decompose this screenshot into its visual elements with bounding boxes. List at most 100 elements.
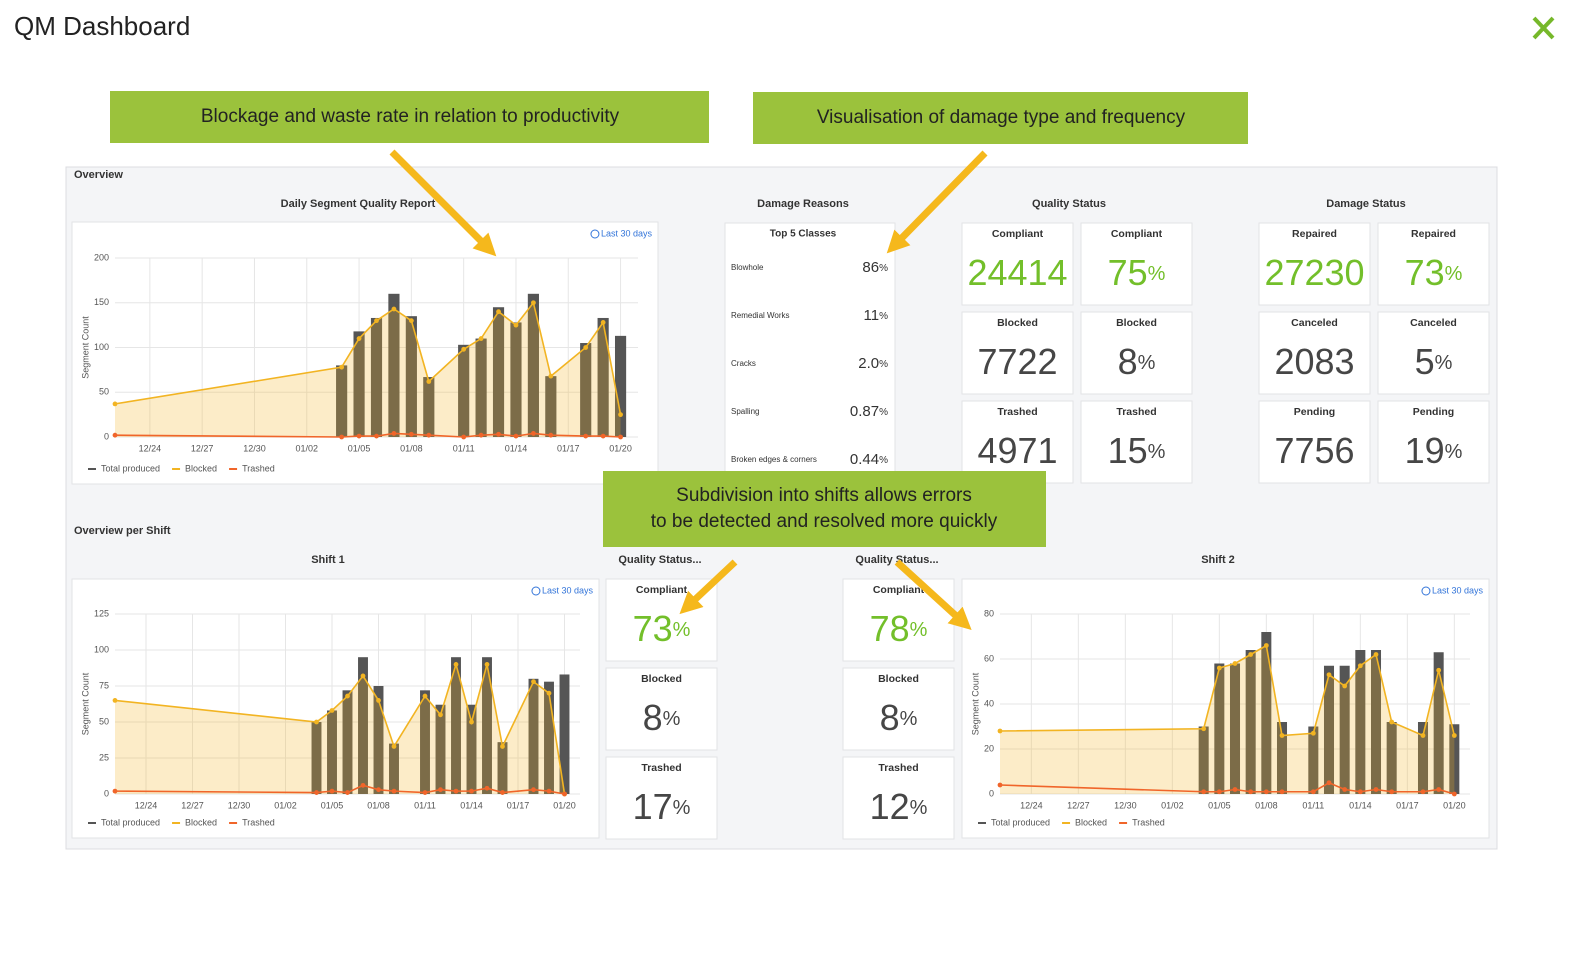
legend-label[interactable]: Trashed <box>242 463 275 473</box>
value: 73 <box>1405 252 1445 293</box>
chart-panel <box>961 578 1490 839</box>
time-range[interactable]: Last 30 days <box>1432 585 1484 595</box>
value: 8 <box>643 697 663 738</box>
x-tick-label: 01/02 <box>296 443 319 453</box>
data-point <box>356 433 362 439</box>
stat-label: Canceled <box>1291 317 1338 329</box>
data-point <box>1373 787 1379 792</box>
section-title[interactable]: Overview <box>74 169 123 181</box>
unit: % <box>1435 352 1453 374</box>
bar <box>497 742 508 794</box>
data-point <box>391 306 397 312</box>
stat-value: 75% <box>1108 252 1166 293</box>
time-range[interactable]: Last 30 days <box>601 228 653 238</box>
row-value: 86% <box>862 259 888 276</box>
value: 8 <box>1118 341 1138 382</box>
legend-label[interactable]: Blocked <box>1075 817 1107 827</box>
stat-tile <box>1080 222 1193 306</box>
callout-box <box>110 91 709 143</box>
chart-title[interactable]: Daily Segment Quality Report <box>281 198 436 210</box>
stat-value: 17% <box>633 786 691 827</box>
value: 12 <box>870 786 910 827</box>
data-point <box>1326 672 1332 678</box>
value: 0.87 <box>850 403 879 420</box>
data-point <box>314 790 319 795</box>
x-tick-label: 01/08 <box>367 800 390 810</box>
legend-label[interactable]: Total produced <box>101 463 160 473</box>
bar <box>1245 650 1256 794</box>
stat-value: 19% <box>1405 430 1463 471</box>
stat-value: 12% <box>870 786 928 827</box>
y-tick-label: 80 <box>984 608 994 618</box>
unit: % <box>673 619 691 641</box>
legend-label[interactable]: Total produced <box>101 817 160 827</box>
data-point <box>112 788 118 794</box>
data-point <box>374 318 379 324</box>
data-point <box>600 433 606 439</box>
bar <box>1198 726 1209 794</box>
bar <box>435 704 446 794</box>
bar <box>1386 722 1397 794</box>
row-value: 0.44% <box>850 451 888 468</box>
data-point <box>1232 661 1238 666</box>
x-tick-label: 12/27 <box>1067 800 1090 810</box>
stat-value: 7722 <box>977 341 1057 382</box>
data-point <box>1310 730 1316 736</box>
data-point <box>112 401 118 407</box>
section-title[interactable]: Overview per Shift <box>74 525 171 537</box>
data-point <box>1451 791 1457 797</box>
data-point <box>329 708 335 713</box>
legend-label[interactable]: Trashed <box>242 817 275 827</box>
stat-tile <box>1080 311 1193 395</box>
stat-tile <box>605 667 718 751</box>
legend-label[interactable]: Trashed <box>1132 817 1165 827</box>
line-line <box>114 432 621 438</box>
panel-title: Damage Status <box>1326 198 1405 210</box>
data-point <box>1357 789 1363 795</box>
y-tick-label: 20 <box>984 743 994 753</box>
value: 78 <box>870 608 910 649</box>
stat-tile <box>1377 311 1490 395</box>
x-tick-label: 01/17 <box>1396 800 1419 810</box>
stat-tile <box>961 311 1074 395</box>
data-point <box>112 432 118 438</box>
legend-label[interactable]: Blocked <box>185 463 217 473</box>
x-tick-label: 12/24 <box>1020 800 1043 810</box>
chart-title[interactable]: Shift 1 <box>311 554 345 566</box>
data-point <box>1263 789 1269 795</box>
stat-value: 27230 <box>1264 252 1364 293</box>
unit: % <box>879 263 888 274</box>
x-tick-label: 01/05 <box>1208 800 1231 810</box>
chart-title[interactable]: Shift 2 <box>1201 554 1235 566</box>
data-point <box>1216 789 1222 795</box>
stat-label: Blocked <box>1116 317 1157 329</box>
stat-label: Repaired <box>1292 228 1337 240</box>
legend-label[interactable]: Blocked <box>185 817 217 827</box>
data-point <box>329 788 335 794</box>
data-point <box>478 432 484 438</box>
data-point <box>496 431 501 437</box>
chart-panel <box>71 221 659 485</box>
data-point <box>376 787 381 793</box>
legend-label[interactable]: Total produced <box>991 817 1050 827</box>
arrow <box>886 150 988 254</box>
time-range[interactable]: Last 30 days <box>542 585 594 595</box>
x-tick-label: 01/17 <box>507 800 530 810</box>
x-tick-label: 01/14 <box>460 800 483 810</box>
data-point <box>461 434 467 440</box>
stat-tile <box>1258 311 1371 395</box>
bar <box>1214 663 1225 794</box>
bar <box>370 317 383 437</box>
x-tick-label: 01/14 <box>1349 800 1372 810</box>
bar <box>475 338 487 437</box>
callouts: Blockage and waste rate in relation to p… <box>110 91 1248 631</box>
bar <box>1276 722 1288 794</box>
arrow <box>894 559 972 631</box>
close-button[interactable] <box>1532 16 1555 40</box>
data-point <box>1248 652 1254 657</box>
clock-icon <box>531 586 541 596</box>
x-tick-label: 01/05 <box>321 800 344 810</box>
panel-title: Quality Status... <box>618 554 701 566</box>
stat-value: 15% <box>1108 430 1166 471</box>
